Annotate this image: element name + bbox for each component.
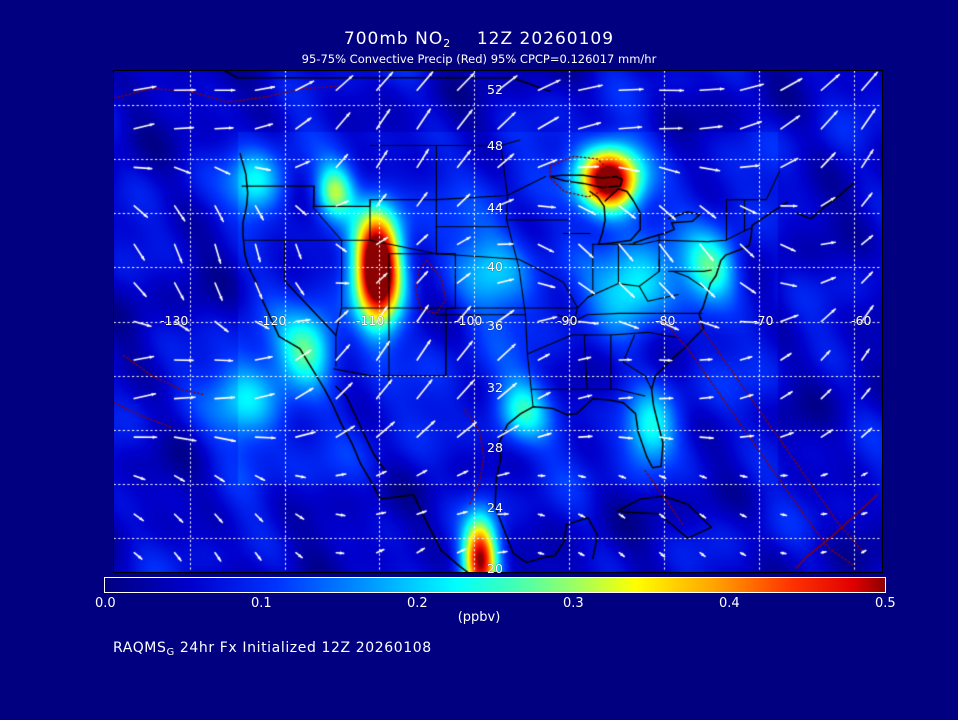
colorbar-tick-label: 0.1 — [251, 596, 272, 611]
colorbar-unit-label: (ppbv) — [457, 610, 501, 625]
lat-tick-label: 36 — [487, 318, 503, 333]
colorbar-tick-label: 0.3 — [563, 596, 584, 611]
lon-tick-label: -70 — [753, 313, 774, 328]
footer-model-subscript: G — [166, 647, 175, 658]
footer-model: RAQMS — [113, 640, 167, 656]
lat-tick-label: 40 — [487, 259, 503, 274]
lon-tick-label: -130 — [160, 313, 189, 328]
lon-tick-label: -120 — [258, 313, 287, 328]
lon-tick-label: -110 — [356, 313, 385, 328]
colorbar-tick-label: 0.5 — [875, 596, 896, 611]
colorbar-canvas — [105, 578, 885, 592]
lon-tick-label: -80 — [655, 313, 676, 328]
lon-tick-label: -100 — [454, 313, 483, 328]
lat-tick-label: 28 — [487, 440, 503, 455]
footer-caption: RAQMSG 24hr Fx Initialized 12Z 20260108 — [113, 640, 432, 658]
lat-tick-label: 24 — [487, 500, 503, 515]
lat-tick-label: 48 — [487, 138, 503, 153]
title-timestamp: 12Z 20260109 — [476, 29, 615, 49]
lat-tick-label: 52 — [487, 82, 503, 97]
lat-tick-label: 32 — [487, 380, 503, 395]
footer-text: 24hr Fx Initialized 12Z 20260108 — [174, 640, 432, 656]
lat-tick-label: 20 — [487, 561, 503, 576]
lat-tick-label: 44 — [487, 200, 503, 215]
colorbar-tick-label: 0.2 — [407, 596, 428, 611]
lon-tick-label: -60 — [851, 313, 872, 328]
colorbar-tick-label: 0.0 — [95, 596, 116, 611]
plot-subtitle: 95-75% Convective Precip (Red) 95% CPCP=… — [301, 52, 657, 66]
page-title: 700mb NO2 12Z 20260109 — [0, 29, 958, 51]
map-plot-canvas — [114, 71, 882, 572]
title-variable: 700mb NO — [343, 29, 444, 49]
lon-tick-label: -90 — [557, 313, 578, 328]
title-subscript: 2 — [443, 37, 452, 50]
colorbar-tick-label: 0.4 — [719, 596, 740, 611]
